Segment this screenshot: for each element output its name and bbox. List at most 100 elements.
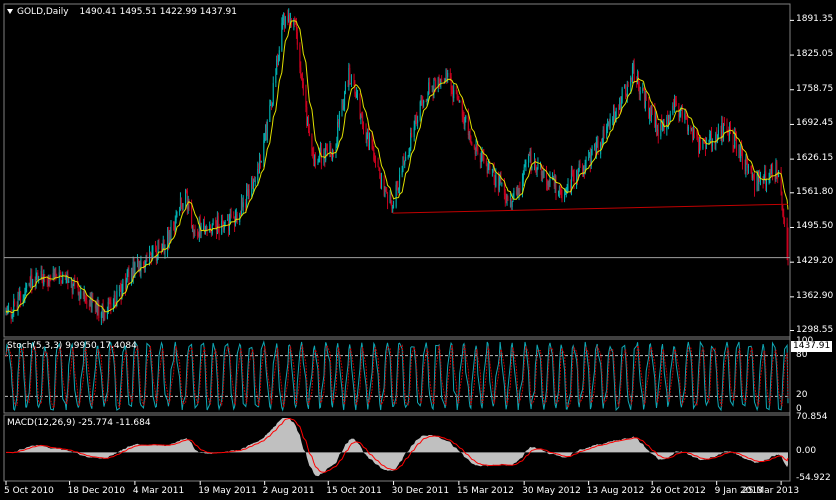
candle-body: [613, 106, 615, 119]
price-axis-label: 1626.15: [796, 153, 834, 164]
current-price-tag: 1437.91: [791, 341, 833, 352]
candle-body: [320, 148, 322, 150]
support-trendline[interactable]: [392, 203, 789, 214]
candle-body: [348, 67, 350, 87]
candle-body: [282, 19, 284, 23]
candle-body: [500, 177, 502, 184]
candle-body: [782, 208, 784, 216]
candle-body: [656, 115, 658, 131]
candle-body: [89, 296, 91, 307]
candle-body: [158, 241, 160, 247]
candle-body: [711, 142, 713, 147]
candle-body: [185, 189, 187, 192]
candle-body: [519, 188, 521, 191]
candle-body: [19, 291, 21, 297]
candle-body: [194, 230, 196, 233]
symbol-label: GOLD,Daily: [17, 7, 69, 17]
candle-body: [705, 142, 707, 150]
candle-body: [365, 130, 367, 140]
candle-body: [717, 130, 719, 136]
candle-body: [660, 120, 662, 137]
candle-body: [493, 168, 495, 178]
candle-body: [546, 170, 548, 184]
date-axis-label: 2 Aug 2011: [262, 486, 315, 496]
candle-body: [324, 152, 326, 161]
candle-body: [108, 301, 110, 303]
candle-body: [633, 64, 635, 82]
candle-body: [31, 274, 33, 287]
candle-body: [624, 85, 626, 89]
candle-body: [704, 142, 706, 144]
candle-body: [464, 118, 466, 126]
candle-body: [733, 146, 735, 148]
candle-body: [359, 93, 361, 119]
candle-body: [499, 177, 501, 179]
candle-body: [77, 283, 79, 294]
moving-average-line: [5, 20, 789, 314]
candle-body: [408, 152, 410, 157]
stoch-main-line: [5, 340, 789, 412]
candle-body: [756, 175, 758, 191]
candle-body: [766, 181, 768, 186]
candle-body: [546, 183, 548, 186]
candle-body: [36, 272, 38, 275]
candle-body: [776, 161, 778, 176]
candle-body: [393, 206, 395, 208]
candle-body: [362, 115, 364, 128]
candle-body: [612, 119, 614, 121]
candle-body: [61, 280, 63, 284]
candle-body: [133, 262, 135, 276]
candle-body: [570, 184, 572, 189]
candle-body: [222, 225, 224, 230]
candle-body: [383, 179, 385, 196]
candle-body: [447, 72, 449, 77]
candle-body: [679, 115, 681, 117]
candle-body: [740, 146, 742, 159]
candle-body: [356, 93, 358, 95]
candle-body: [631, 66, 633, 80]
candle-body: [311, 135, 313, 151]
candle-body: [107, 301, 109, 311]
candle-body: [278, 50, 280, 61]
candle-body: [230, 214, 232, 217]
candle-body: [432, 86, 434, 94]
candle-body: [426, 98, 428, 102]
candle-body: [275, 74, 277, 83]
candle-body: [609, 119, 611, 129]
candle-body: [525, 162, 527, 164]
candle-body: [55, 272, 57, 276]
candle-body: [173, 221, 175, 225]
candle-body: [106, 310, 108, 319]
candle-body: [102, 305, 104, 321]
candle-body: [362, 127, 364, 131]
candle-body: [26, 284, 28, 289]
candle-body: [125, 280, 127, 290]
candle-body: [397, 187, 399, 190]
candle-body: [680, 107, 682, 116]
price-axis-label: 1758.75: [796, 83, 834, 94]
symbol-header[interactable]: GOLD,Daily 1490.41 1495.51 1422.99 1437.…: [7, 7, 237, 17]
candle-body: [12, 311, 14, 316]
candle-body: [576, 170, 578, 186]
candle-body: [200, 229, 202, 234]
candle-body: [163, 239, 165, 253]
candle-body: [289, 18, 291, 26]
candle-body: [335, 144, 337, 157]
candle-body: [263, 140, 265, 162]
candle-body: [440, 78, 442, 85]
candle-body: [415, 115, 417, 118]
candle-body: [283, 19, 285, 21]
candle-body: [529, 151, 531, 156]
candle-body: [422, 99, 424, 104]
ohlc-low: 1422.99: [159, 7, 197, 17]
candle-body: [684, 113, 686, 119]
candle-body: [600, 143, 602, 155]
candle-body: [606, 126, 608, 136]
candle-body: [643, 89, 645, 108]
candle-body: [572, 173, 574, 175]
dropdown-triangle-icon[interactable]: [7, 9, 13, 14]
candle-body: [49, 278, 51, 281]
candle-body: [361, 114, 363, 116]
candle-body: [425, 100, 427, 102]
